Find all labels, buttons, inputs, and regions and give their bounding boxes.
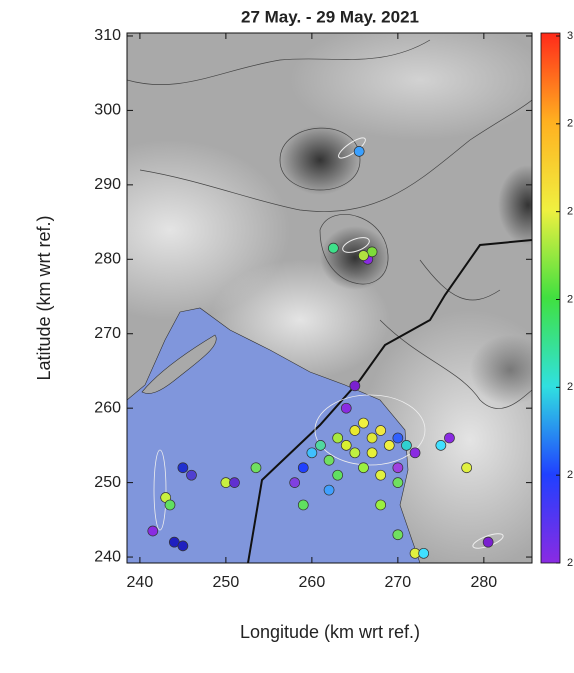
event-point	[349, 425, 361, 436]
event-point	[349, 380, 361, 392]
event-point	[358, 462, 369, 474]
event-point	[392, 477, 404, 488]
x-axis-label: Longitude (km wrt ref.)	[240, 622, 420, 642]
event-point	[340, 402, 352, 414]
event-point	[177, 540, 189, 552]
colorbar-tick-label: 2	[567, 293, 573, 305]
event-point	[340, 440, 352, 451]
event-point	[358, 417, 369, 429]
event-point	[315, 440, 326, 451]
x-tick-label: 280	[470, 574, 497, 591]
event-point	[323, 454, 335, 466]
y-tick-label: 260	[94, 399, 121, 416]
event-point	[366, 447, 378, 459]
x-tick-label: 240	[127, 574, 154, 591]
event-point	[392, 529, 404, 541]
event-point	[177, 462, 189, 474]
event-point	[229, 477, 240, 488]
event-point	[375, 469, 387, 481]
colorbar-tick-label: 2	[567, 469, 573, 481]
y-tick-label: 280	[94, 251, 121, 268]
event-point	[289, 477, 301, 488]
event-point	[332, 469, 344, 481]
event-point	[392, 462, 404, 474]
event-point	[332, 432, 344, 444]
x-tick-label: 260	[299, 574, 326, 591]
y-tick-label: 240	[94, 548, 121, 565]
event-point	[328, 242, 339, 254]
event-point	[297, 499, 309, 511]
chart-title: 27 May. - 29 May. 2021	[241, 7, 419, 26]
event-point	[392, 432, 404, 444]
event-point	[461, 462, 472, 474]
event-point	[147, 525, 159, 537]
map-background	[127, 33, 532, 563]
event-point	[297, 462, 309, 474]
event-point	[250, 462, 262, 474]
y-tick-label: 290	[94, 176, 121, 193]
event-point	[418, 547, 430, 559]
event-point	[383, 440, 395, 451]
event-point	[482, 536, 494, 548]
y-axis-label: Latitude (km wrt ref.)	[34, 215, 54, 380]
x-tick-label: 270	[385, 574, 412, 591]
event-point	[435, 440, 447, 451]
x-tick-label: 250	[213, 574, 240, 591]
colorbar-tick-label: 3	[567, 30, 573, 42]
event-point	[375, 425, 387, 436]
colorbar-tick-label: 2	[567, 557, 573, 569]
event-point	[444, 432, 455, 444]
event-point	[349, 447, 361, 459]
colorbar-tick-label: 2	[567, 206, 573, 218]
y-tick-label: 270	[94, 325, 121, 342]
y-tick-label: 310	[94, 27, 121, 44]
plot-frame	[126, 32, 533, 564]
event-point	[323, 484, 335, 496]
event-point	[366, 432, 378, 444]
colorbar-tick-label: 2	[567, 118, 573, 130]
event-point	[401, 440, 412, 451]
event-point	[164, 499, 176, 511]
colorbar	[540, 32, 561, 564]
event-point	[353, 146, 365, 157]
event-point	[186, 469, 197, 481]
event-point	[375, 499, 387, 511]
colorbar-tick-label: 2	[567, 381, 573, 393]
event-point	[306, 447, 318, 459]
event-point	[409, 447, 421, 459]
event-point	[358, 250, 369, 261]
y-tick-label: 300	[94, 102, 121, 119]
y-tick-label: 250	[94, 474, 121, 491]
